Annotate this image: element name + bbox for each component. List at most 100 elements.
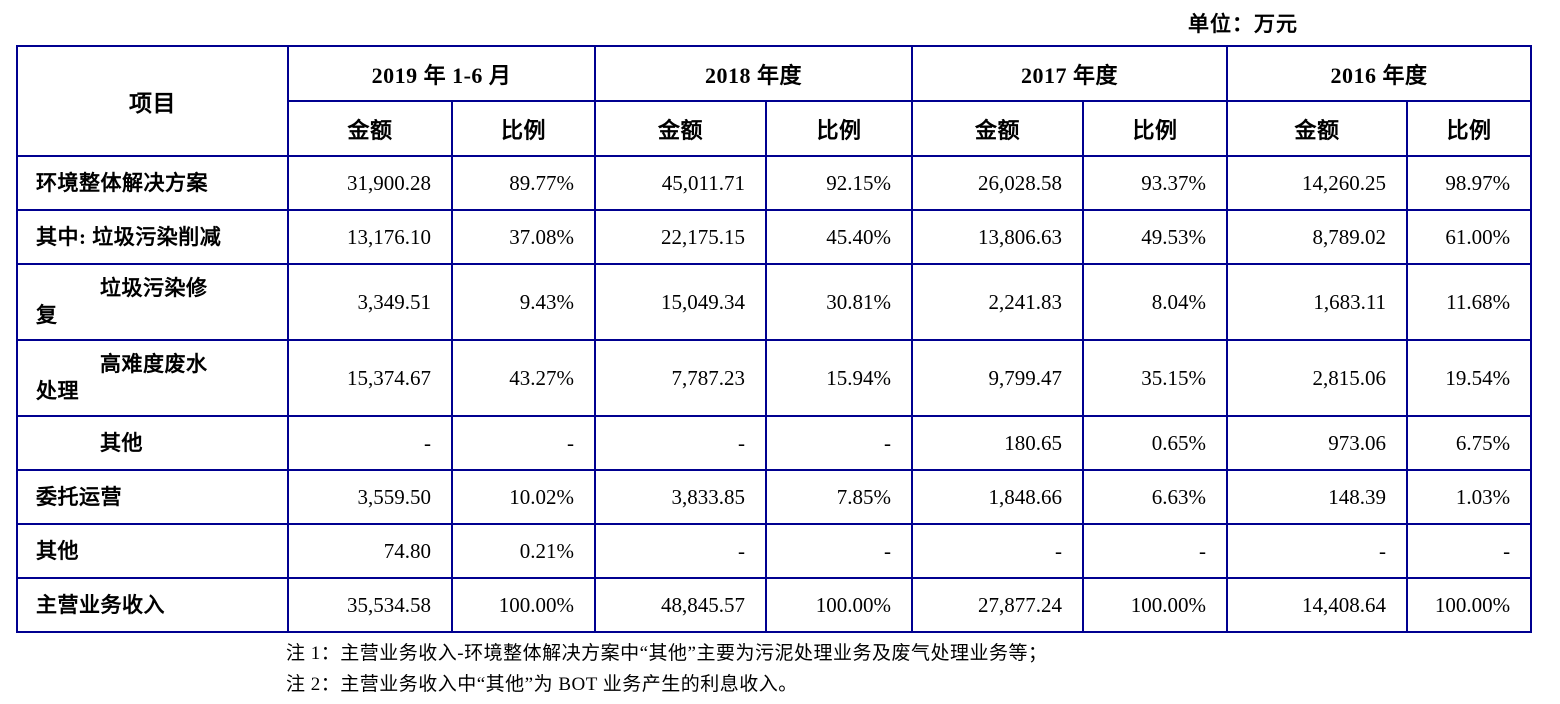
value-cell: 1,683.11 [1226, 263, 1409, 341]
value-cell: 13,806.63 [911, 209, 1085, 265]
row-label: 其他 [36, 538, 79, 563]
row-label-cell: 其中: 垃圾污染削减 [16, 209, 289, 265]
value-cell: 3,833.85 [594, 469, 768, 525]
value-cell: 100.00% [1082, 577, 1229, 633]
value-cell: 1,848.66 [911, 469, 1085, 525]
value-cell: 15,374.67 [287, 339, 453, 417]
table-notes: 注 1：主营业务收入-环境整体解决方案中“其他”主要为污泥处理业务及废气处理业务… [286, 638, 1047, 700]
value-cell: 30.81% [765, 263, 914, 341]
value-cell: 8.04% [1082, 263, 1229, 341]
row-label: 高难度废水处理 [36, 352, 208, 403]
note-line-2: 注 2：主营业务收入中“其他”为 BOT 业务产生的利息收入。 [286, 674, 798, 695]
header-amount-2019h1: 金额 [287, 100, 453, 157]
value-cell: - [287, 415, 453, 471]
value-cell: 2,241.83 [911, 263, 1085, 341]
table-row: 其他 74.80 0.21% - - - - - - [16, 523, 1533, 579]
unit-label: 单位：万元 [1188, 12, 1298, 36]
header-ratio-2017: 比例 [1082, 100, 1229, 157]
value-cell: 14,260.25 [1226, 155, 1409, 211]
value-cell: 89.77% [450, 155, 597, 211]
table-body: 环境整体解决方案 31,900.28 89.77% 45,011.71 92.15% 26… [16, 155, 1533, 633]
header-item: 项目 [16, 45, 289, 157]
value-cell: 48,845.57 [594, 577, 768, 633]
value-cell: 6.63% [1082, 469, 1229, 525]
value-cell: 19.54% [1406, 339, 1533, 417]
header-period-2018: 2018 年度 [594, 45, 914, 102]
value-cell: 61.00% [1406, 209, 1533, 265]
value-cell: - [765, 523, 914, 579]
row-label: 委托运营 [36, 484, 122, 509]
table-row: 环境整体解决方案 31,900.28 89.77% 45,011.71 92.15% 26… [16, 155, 1533, 211]
row-label-cell: 委托运营 [16, 469, 289, 525]
value-cell: 15,049.34 [594, 263, 768, 341]
row-label: 垃圾污染修复 [36, 276, 208, 327]
row-label: 其他 [100, 430, 143, 455]
table-row: 委托运营 3,559.50 10.02% 3,833.85 7.85% 1,848.66 6… [16, 469, 1533, 525]
value-cell: 35,534.58 [287, 577, 453, 633]
value-cell: 27,877.24 [911, 577, 1085, 633]
value-cell: 100.00% [1406, 577, 1533, 633]
value-cell: 3,559.50 [287, 469, 453, 525]
value-cell: - [765, 415, 914, 471]
table-header: 项目 2019 年 1-6 月 2018 年度 2017 年度 2016 年度 … [16, 45, 1533, 157]
value-cell: 14,408.64 [1226, 577, 1409, 633]
table-row: 垃圾污染修复 3,349.51 9.43% 15,049.34 30.81% 2,241.… [16, 263, 1533, 341]
value-cell: 11.68% [1406, 263, 1533, 341]
value-cell: 45,011.71 [594, 155, 768, 211]
value-cell: 148.39 [1226, 469, 1409, 525]
value-cell: 98.97% [1406, 155, 1533, 211]
value-cell: 3,349.51 [287, 263, 453, 341]
value-cell: 31,900.28 [287, 155, 453, 211]
row-label-cell: 高难度废水处理 [16, 339, 289, 417]
row-label-cell: 垃圾污染修复 [16, 263, 289, 341]
value-cell: 22,175.15 [594, 209, 768, 265]
header-amount-2016: 金额 [1226, 100, 1409, 157]
table-row: 其他 - - - -180.65 0.65% 973.06 6.75% [16, 415, 1533, 471]
value-cell: - [594, 523, 768, 579]
row-label: 主营业务收入 [36, 592, 165, 617]
header-period-row: 项目 2019 年 1-6 月 2018 年度 2017 年度 2016 年度 [16, 45, 1533, 157]
table-row: 其中: 垃圾污染削减 13,176.10 37.08% 22,175.15 45.40%… [16, 209, 1533, 265]
value-cell: 92.15% [765, 155, 914, 211]
value-cell: 9,799.47 [911, 339, 1085, 417]
value-cell: 37.08% [450, 209, 597, 265]
row-label: 其中: 垃圾污染削减 [36, 224, 222, 249]
note-line-1: 注 1：主营业务收入-环境整体解决方案中“其他”主要为污泥处理业务及废气处理业务… [286, 643, 1048, 664]
row-label-cell: 主营业务收入 [16, 577, 289, 633]
revenue-breakdown-table: 项目 2019 年 1-6 月 2018 年度 2017 年度 2016 年度 … [16, 45, 1533, 633]
value-cell: 13,176.10 [287, 209, 453, 265]
value-cell: 93.37% [1082, 155, 1229, 211]
value-cell: 973.06 [1226, 415, 1409, 471]
row-label-cell: 环境整体解决方案 [16, 155, 289, 211]
header-period-2019h1: 2019 年 1-6 月 [286, 45, 597, 102]
header-period-2016: 2016 年度 [1226, 45, 1533, 102]
value-cell: 6.75% [1406, 415, 1533, 471]
value-cell: 100.00% [765, 577, 914, 633]
value-cell: 8,789.02 [1226, 209, 1409, 265]
value-cell: - [911, 523, 1085, 579]
header-ratio-2019h1: 比例 [450, 100, 597, 157]
value-cell: 26,028.58 [911, 155, 1085, 211]
value-cell: 15.94% [765, 339, 914, 417]
value-cell: 7,787.23 [594, 339, 768, 417]
value-cell: 45.40% [765, 209, 914, 265]
header-amount-2018: 金额 [594, 100, 768, 157]
table-row: 主营业务收入 35,534.58 100.00% 48,845.57 100.00% 27… [16, 577, 1533, 633]
header-period-2017: 2017 年度 [911, 45, 1229, 102]
table-row: 高难度废水处理 15,374.67 43.27% 7,787.23 15.94% 9,79… [16, 339, 1533, 417]
row-label-cell: 其他 [16, 415, 289, 471]
header-ratio-2018: 比例 [765, 100, 914, 157]
value-cell: 100.00% [450, 577, 597, 633]
value-cell: 43.27% [450, 339, 597, 417]
value-cell: - [1226, 523, 1409, 579]
header-amount-2017: 金额 [911, 100, 1085, 157]
value-cell: 0.65% [1082, 415, 1229, 471]
value-cell: - [1406, 523, 1533, 579]
row-label: 环境整体解决方案 [36, 170, 208, 195]
value-cell: 180.65 [911, 415, 1085, 471]
value-cell: 49.53% [1082, 209, 1229, 265]
value-cell: 1.03% [1406, 469, 1533, 525]
value-cell: 74.80 [287, 523, 453, 579]
value-cell: - [594, 415, 768, 471]
